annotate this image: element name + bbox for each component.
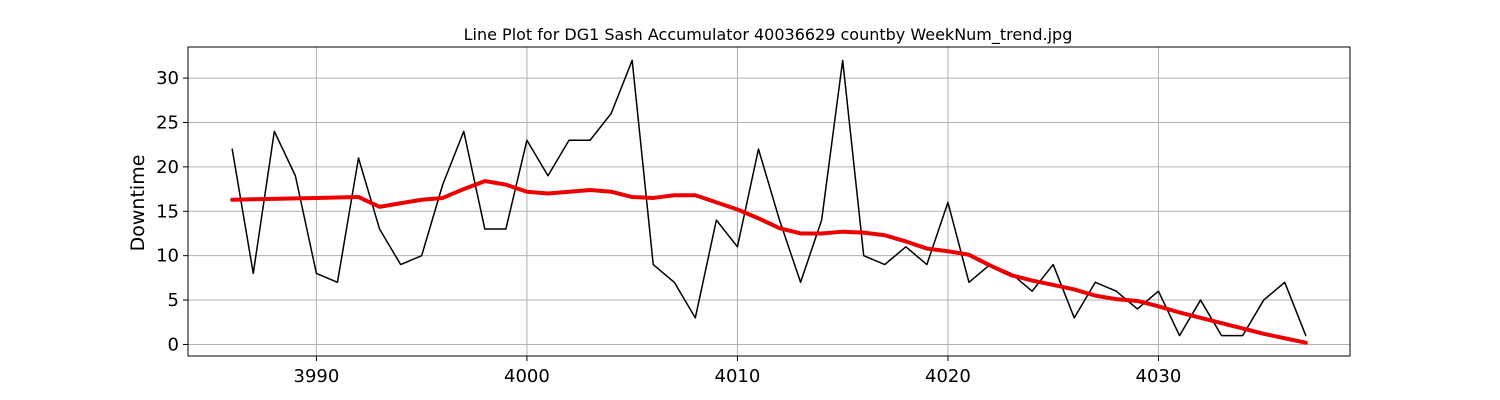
- x-tick-label: 4000: [504, 366, 550, 387]
- y-tick-label: 20: [156, 157, 179, 178]
- chart-title: Line Plot for DG1 Sash Accumulator 40036…: [464, 25, 1073, 45]
- y-tick-label: 25: [156, 112, 179, 133]
- x-tick-label: 4010: [715, 366, 761, 387]
- series-line-downtime: [231, 59, 1307, 337]
- y-tick-label: 15: [156, 201, 179, 222]
- x-tick-label: 4020: [925, 366, 971, 387]
- plot-frame: [187, 46, 1351, 357]
- y-tick-label: 10: [156, 246, 179, 267]
- y-tick-label: 0: [168, 334, 179, 355]
- y-axis-label: Downtime: [127, 155, 149, 252]
- y-axis: 0 5 10 15 20 25 30: [156, 68, 188, 355]
- series-layer: [230, 59, 1308, 345]
- grid: [188, 47, 1350, 356]
- y-tick-label: 30: [156, 68, 179, 89]
- x-tick-label: 4030: [1136, 366, 1182, 387]
- series-line-trend: [230, 179, 1308, 345]
- y-tick-label: 5: [168, 290, 179, 311]
- x-tick-label: 3990: [294, 366, 340, 387]
- x-axis: 3990 4000 4010 4020 4030: [294, 356, 1182, 387]
